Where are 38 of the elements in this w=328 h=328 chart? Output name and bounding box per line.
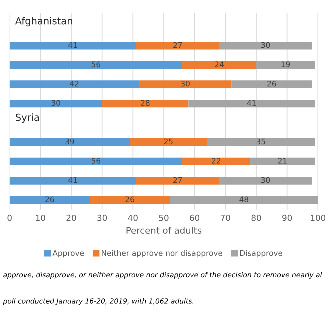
y-tick-label: Syria xyxy=(16,114,40,124)
bar xyxy=(232,80,312,88)
bar xyxy=(10,61,182,70)
x-axis-title: Percent of adults xyxy=(126,227,202,234)
bar xyxy=(10,42,136,50)
x-tick-label: 0 xyxy=(8,214,12,222)
bar xyxy=(188,100,316,108)
x-tick-label: 90 xyxy=(282,214,292,222)
bar xyxy=(182,158,250,166)
x-tick-label: 70 xyxy=(221,214,230,222)
bar xyxy=(10,158,182,166)
bar xyxy=(139,80,232,88)
bar xyxy=(130,138,208,146)
bar xyxy=(220,177,312,185)
x-tick-label: 10 xyxy=(36,214,46,222)
bar xyxy=(182,61,256,70)
x-tick-label: 80 xyxy=(252,214,262,222)
bar xyxy=(256,61,316,70)
x-tick-label: 20 xyxy=(66,214,76,222)
bar xyxy=(10,100,102,108)
bar xyxy=(170,196,318,204)
bar xyxy=(90,196,170,204)
bar xyxy=(136,177,220,185)
bar xyxy=(220,42,312,50)
x-tick-label: 40 xyxy=(128,214,138,222)
bar xyxy=(102,100,189,108)
bar xyxy=(10,80,140,88)
x-tick-label: 50 xyxy=(159,214,169,222)
bar xyxy=(136,42,220,50)
bar xyxy=(10,138,130,146)
x-tick-label: 30 xyxy=(98,214,108,222)
bar xyxy=(10,196,90,204)
bar xyxy=(250,158,316,166)
y-tick-label: Afghanistan xyxy=(15,17,72,27)
x-tick-label: 100 xyxy=(311,214,326,222)
bar xyxy=(207,138,316,146)
bar xyxy=(10,177,136,185)
x-tick-label: 60 xyxy=(190,214,200,222)
